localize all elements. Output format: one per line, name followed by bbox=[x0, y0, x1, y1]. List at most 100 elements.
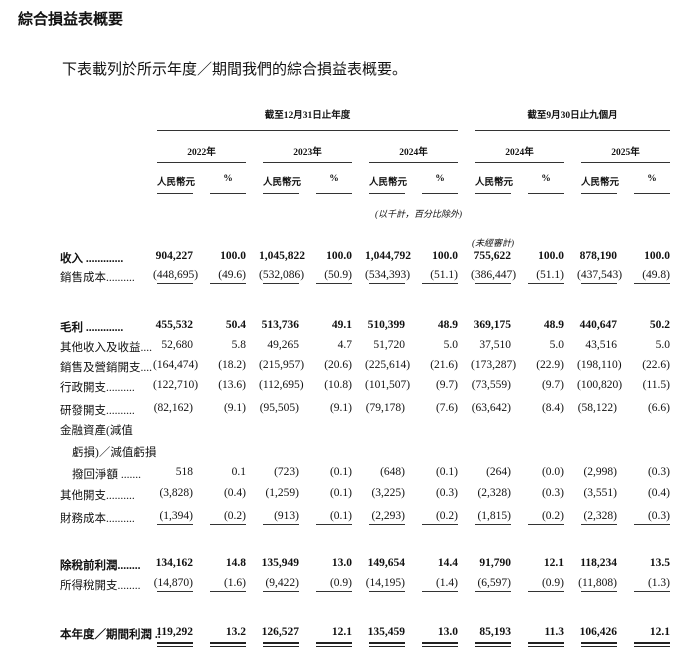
table-cell: (21.6) bbox=[430, 359, 458, 371]
table-cell: 49.1 bbox=[331, 319, 352, 331]
table-cell: (6,597) bbox=[477, 577, 511, 589]
row-label: 財務成本.......... bbox=[60, 513, 135, 525]
table-cell: 369,175 bbox=[473, 319, 511, 331]
total-double-rule bbox=[634, 642, 670, 647]
table-cell: (13.6) bbox=[218, 379, 246, 391]
column-rule bbox=[316, 193, 352, 194]
table-cell: (173,287) bbox=[471, 359, 517, 371]
subtotal-rule bbox=[422, 524, 458, 525]
table-cell: (0.3) bbox=[647, 466, 670, 478]
subtotal-rule bbox=[263, 524, 299, 525]
section-title: 綜合損益表概要 bbox=[18, 12, 124, 28]
table-cell: 878,190 bbox=[579, 250, 617, 262]
table-cell: 13.0 bbox=[437, 626, 458, 638]
table-cell: (723) bbox=[274, 466, 299, 478]
table-cell: (1.3) bbox=[647, 577, 670, 589]
table-cell: (51.1) bbox=[430, 269, 458, 281]
table-cell: (164,474) bbox=[153, 359, 199, 371]
column-rule bbox=[475, 193, 511, 194]
table-cell: (20.6) bbox=[324, 359, 352, 371]
table-cell: 440,647 bbox=[579, 319, 617, 331]
table-cell: 48.9 bbox=[543, 319, 564, 331]
subtotal-rule bbox=[369, 591, 405, 592]
table-cell: 100.0 bbox=[432, 250, 458, 262]
table-cell: 43,516 bbox=[585, 339, 617, 351]
year-rule bbox=[369, 162, 458, 163]
subtotal-rule bbox=[369, 524, 405, 525]
table-cell: (0.3) bbox=[435, 487, 458, 499]
table-cell: (11,808) bbox=[578, 577, 617, 589]
subtotal-rule bbox=[581, 283, 617, 284]
year-header: 2025年 bbox=[611, 148, 640, 158]
table-cell: (1,259) bbox=[265, 487, 299, 499]
table-cell: (448,695) bbox=[153, 269, 199, 281]
table-cell: 85,193 bbox=[479, 626, 511, 638]
table-cell: 100.0 bbox=[326, 250, 352, 262]
total-double-rule bbox=[210, 642, 246, 647]
table-cell: (225,614) bbox=[365, 359, 411, 371]
row-label: 所得稅開支........ bbox=[60, 580, 141, 592]
row-label: 本年度／期間利潤 .. bbox=[60, 629, 161, 641]
table-cell: 51,720 bbox=[373, 339, 405, 351]
table-cell: (100,820) bbox=[577, 379, 623, 391]
subtotal-rule bbox=[422, 283, 458, 284]
subtotal-rule bbox=[528, 524, 564, 525]
table-cell: 5.0 bbox=[655, 339, 670, 351]
table-cell: 518 bbox=[175, 466, 193, 478]
table-cell: (2,998) bbox=[583, 466, 617, 478]
table-cell: 126,527 bbox=[261, 626, 299, 638]
year-header: 2022年 bbox=[187, 148, 216, 158]
table-cell: (2,293) bbox=[371, 510, 405, 522]
table-cell: (1,815) bbox=[477, 510, 511, 522]
subtotal-rule bbox=[316, 524, 352, 525]
year-header: 2024年 bbox=[505, 148, 534, 158]
table-cell: (101,507) bbox=[365, 379, 411, 391]
table-cell: 904,227 bbox=[155, 250, 193, 262]
intro-text: 下表載列於所示年度／期間我們的綜合損益表概要。 bbox=[62, 62, 408, 78]
rmb-header: 人民幣元 bbox=[263, 178, 302, 188]
table-cell: 5.8 bbox=[231, 339, 246, 351]
table-cell: 48.9 bbox=[437, 319, 458, 331]
table-cell: (1.4) bbox=[435, 577, 458, 589]
table-cell: 513,736 bbox=[261, 319, 299, 331]
total-double-rule bbox=[316, 642, 352, 647]
table-cell: 5.0 bbox=[443, 339, 458, 351]
table-cell: (0.2) bbox=[435, 510, 458, 522]
table-cell: (0.4) bbox=[647, 487, 670, 499]
table-cell: 14.4 bbox=[437, 557, 458, 569]
row-label: 行政開支.......... bbox=[60, 382, 135, 394]
row-label: 其他開支.......... bbox=[60, 490, 135, 502]
subtotal-rule bbox=[422, 591, 458, 592]
table-cell: (532,086) bbox=[259, 269, 305, 281]
table-cell: (73,559) bbox=[471, 379, 511, 391]
table-cell: (51.1) bbox=[536, 269, 564, 281]
subtotal-rule bbox=[634, 283, 670, 284]
table-cell: (0.9) bbox=[329, 577, 352, 589]
table-cell: (9.1) bbox=[329, 402, 352, 414]
table-cell: (49.6) bbox=[218, 269, 246, 281]
subtotal-rule bbox=[157, 524, 193, 525]
table-cell: (3,828) bbox=[159, 487, 193, 499]
header-rule bbox=[475, 130, 670, 131]
table-cell: 5.0 bbox=[549, 339, 564, 351]
column-rule bbox=[422, 193, 458, 194]
table-cell: (9.1) bbox=[223, 402, 246, 414]
rmb-header: 人民幣元 bbox=[369, 178, 408, 188]
subtotal-rule bbox=[157, 591, 193, 592]
subtotal-rule bbox=[634, 524, 670, 525]
row-label: 研發開支.......... bbox=[60, 405, 135, 417]
table-cell: (63,642) bbox=[471, 402, 511, 414]
pct-header: % bbox=[541, 174, 551, 184]
table-cell: (0.3) bbox=[541, 487, 564, 499]
subtotal-rule bbox=[157, 283, 193, 284]
table-cell: (9,422) bbox=[265, 577, 299, 589]
column-rule bbox=[528, 193, 564, 194]
table-cell: 52,680 bbox=[161, 339, 193, 351]
subtotal-rule bbox=[528, 283, 564, 284]
total-double-rule bbox=[528, 642, 564, 647]
table-cell: 755,622 bbox=[473, 250, 511, 262]
subtotal-rule bbox=[263, 283, 299, 284]
row-label: 收入 ............. bbox=[60, 253, 124, 265]
header-annual: 截至12月31日止年度 bbox=[264, 111, 351, 121]
table-cell: (0.1) bbox=[329, 487, 352, 499]
